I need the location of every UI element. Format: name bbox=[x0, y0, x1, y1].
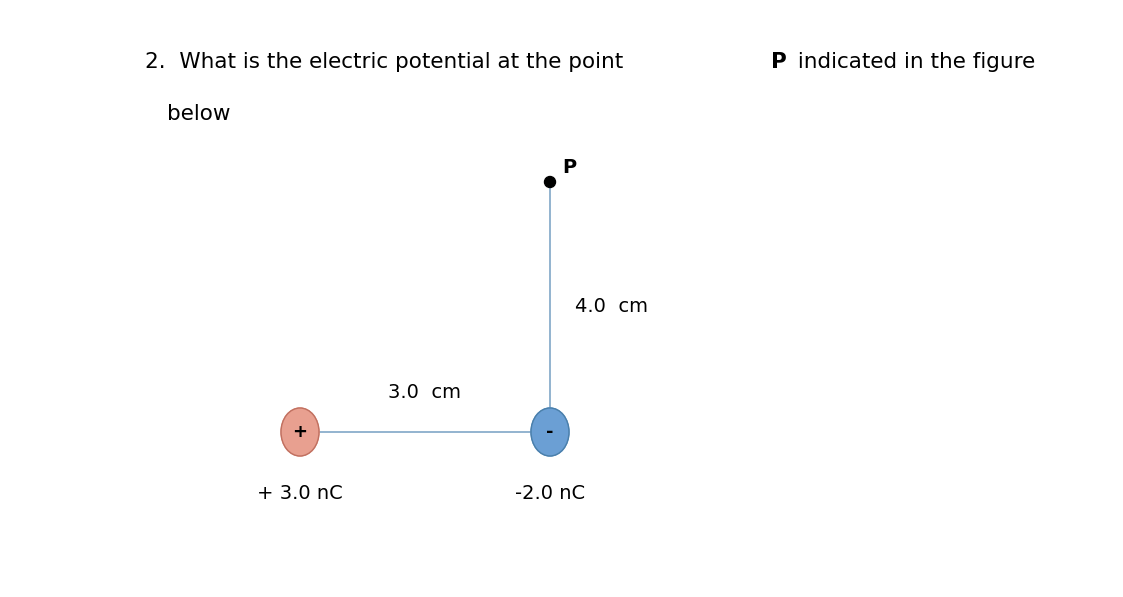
Circle shape bbox=[545, 177, 556, 187]
Text: -: - bbox=[546, 423, 554, 441]
Text: below: below bbox=[167, 104, 230, 124]
Ellipse shape bbox=[531, 408, 569, 456]
Text: indicated in the figure: indicated in the figure bbox=[792, 52, 1035, 72]
Text: 4.0  cm: 4.0 cm bbox=[575, 297, 648, 316]
Text: P: P bbox=[772, 52, 787, 72]
Ellipse shape bbox=[281, 408, 319, 456]
Text: + 3.0 nC: + 3.0 nC bbox=[257, 484, 343, 503]
Text: +: + bbox=[292, 423, 308, 441]
Text: 3.0  cm: 3.0 cm bbox=[389, 383, 462, 402]
Text: P: P bbox=[562, 158, 576, 177]
Text: 2.  What is the electric potential at the point: 2. What is the electric potential at the… bbox=[145, 52, 630, 72]
Text: -2.0 nC: -2.0 nC bbox=[515, 484, 585, 503]
